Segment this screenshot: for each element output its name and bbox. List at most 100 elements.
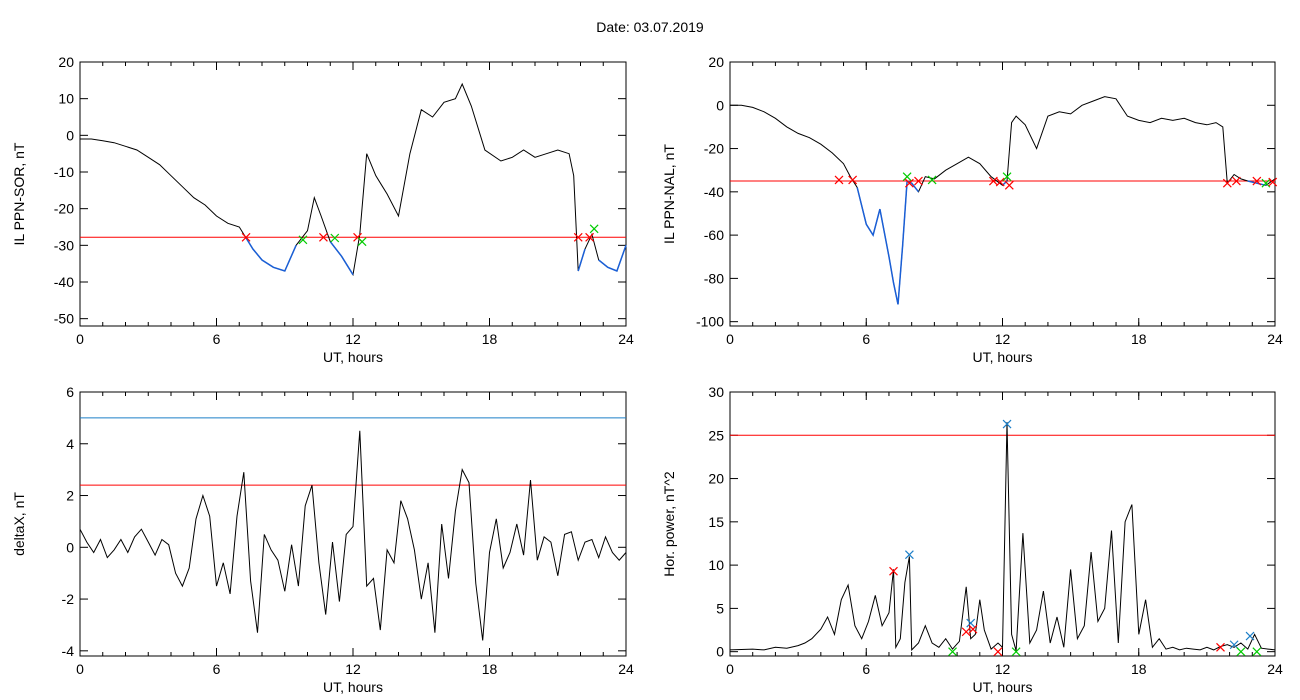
event-marker (589, 224, 599, 234)
x-tick-label: 12 (995, 661, 1011, 677)
event-marker (1011, 647, 1021, 657)
x-tick-label: 12 (345, 661, 361, 677)
y-tick-label: -80 (704, 270, 724, 286)
y-tick-label: 30 (708, 384, 724, 400)
event-marker (968, 624, 978, 634)
event-marker (1229, 640, 1239, 650)
event-marker (1236, 647, 1246, 657)
event-marker (1252, 176, 1262, 186)
series-line (79, 430, 627, 641)
x-tick-label: 24 (618, 331, 634, 347)
y-tick-label: -50 (54, 311, 74, 327)
event-marker (904, 550, 914, 560)
event-marker (1216, 642, 1225, 652)
event-marker (961, 627, 971, 637)
event-marker (995, 177, 1005, 187)
event-marker (848, 175, 858, 185)
y-tick-label: 20 (708, 471, 724, 487)
event-marker (1252, 647, 1262, 657)
y-tick-label: 10 (58, 91, 74, 107)
x-tick-label: 18 (482, 331, 498, 347)
y-tick-label: 15 (708, 514, 724, 530)
event-marker (585, 232, 595, 242)
y-tick-label: -20 (704, 141, 724, 157)
x-tick-label: 0 (726, 331, 734, 347)
y-tick-label: -30 (54, 237, 74, 253)
y-tick-label: -10 (54, 164, 74, 180)
event-marker (573, 232, 583, 242)
series-line (80, 82, 627, 277)
x-tick-label: 6 (862, 331, 870, 347)
x-tick-label: 12 (345, 331, 361, 347)
y-tick-label: 0 (66, 127, 74, 143)
y-axis-label: IL PPN-NAL, nT (661, 144, 677, 244)
y-tick-label: 0 (66, 539, 74, 555)
x-tick-label: 0 (726, 661, 734, 677)
y-tick-label: 0 (716, 644, 724, 660)
series-line-below-threshold (245, 237, 297, 272)
y-tick-label: 6 (66, 384, 74, 400)
y-tick-label: 10 (708, 557, 724, 573)
event-marker (330, 233, 340, 243)
event-marker (1004, 180, 1014, 190)
y-tick-label: 0 (716, 97, 724, 113)
series-line-below-threshold (1247, 180, 1267, 187)
x-axis-label: UT, hours (323, 349, 383, 365)
y-tick-label: 20 (58, 54, 74, 70)
event-marker (904, 178, 914, 188)
series-line (729, 422, 1276, 652)
y-tick-label: 25 (708, 427, 724, 443)
y-tick-label: 20 (708, 54, 724, 70)
event-marker (914, 176, 923, 186)
event-marker (1268, 177, 1278, 187)
event-marker (298, 235, 308, 245)
y-tick-label: -40 (704, 184, 724, 200)
event-marker (927, 175, 937, 185)
event-marker (834, 175, 844, 185)
event-marker (319, 232, 328, 242)
series-line (730, 96, 1276, 305)
y-tick-label: -2 (62, 591, 75, 607)
y-tick-label: -40 (54, 274, 74, 290)
event-marker (1002, 419, 1012, 429)
event-marker (902, 172, 912, 182)
page-title: Date: 03.07.2019 (596, 19, 704, 35)
series-line-below-threshold (577, 248, 586, 272)
x-tick-label: 18 (1131, 661, 1147, 677)
y-tick-label: 2 (66, 488, 74, 504)
y-tick-label: 5 (716, 600, 724, 616)
y-tick-label: -4 (62, 643, 75, 659)
event-marker (1231, 176, 1241, 186)
y-tick-label: -20 (54, 201, 74, 217)
x-axis-label: UT, hours (973, 349, 1033, 365)
event-marker (241, 232, 251, 242)
event-marker (1002, 172, 1012, 182)
y-tick-label: -100 (696, 314, 724, 330)
event-marker (993, 647, 1003, 657)
x-tick-label: 18 (482, 661, 498, 677)
x-tick-label: 24 (618, 661, 634, 677)
y-tick-label: -60 (704, 227, 724, 243)
y-axis-label: IL PPN-SOR, nT (11, 142, 27, 245)
plot-frame (729, 61, 1276, 327)
event-marker (966, 618, 976, 628)
y-axis-label: deltaX, nT (11, 492, 27, 556)
x-tick-label: 0 (76, 331, 84, 347)
y-axis-label: Hor. power, nT^2 (661, 471, 677, 577)
x-axis-label: UT, hours (973, 679, 1033, 695)
x-tick-label: 0 (76, 661, 84, 677)
x-tick-label: 6 (213, 661, 221, 677)
series-line-below-threshold (598, 245, 627, 272)
x-axis-label: UT, hours (323, 679, 383, 695)
event-marker (357, 237, 367, 247)
series-line-below-threshold (329, 241, 354, 276)
x-tick-label: 12 (995, 331, 1011, 347)
x-tick-label: 24 (1267, 661, 1283, 677)
y-tick-label: 4 (66, 436, 74, 452)
plot-frame (79, 61, 627, 327)
x-tick-label: 6 (862, 661, 870, 677)
series-line-below-threshold (856, 179, 920, 305)
event-marker (1222, 178, 1232, 188)
event-marker (948, 647, 957, 657)
